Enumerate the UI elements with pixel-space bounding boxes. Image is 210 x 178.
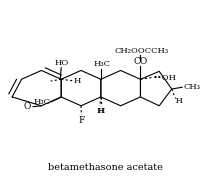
Text: CO: CO xyxy=(133,56,148,66)
Text: O: O xyxy=(23,102,30,111)
Text: CH₂OOCCH₃: CH₂OOCCH₃ xyxy=(114,47,169,55)
Text: HO: HO xyxy=(54,59,68,67)
Text: betamethasone acetate: betamethasone acetate xyxy=(47,163,163,172)
Text: ••OH: ••OH xyxy=(152,74,177,82)
Text: H: H xyxy=(97,107,105,115)
Text: F: F xyxy=(78,116,85,125)
Text: H: H xyxy=(96,107,104,115)
Text: H₃C: H₃C xyxy=(33,98,50,106)
Text: H: H xyxy=(74,77,81,85)
Text: ʻH: ʻH xyxy=(173,97,183,105)
Text: H₃C: H₃C xyxy=(93,60,110,68)
Text: CH₃: CH₃ xyxy=(183,83,200,91)
